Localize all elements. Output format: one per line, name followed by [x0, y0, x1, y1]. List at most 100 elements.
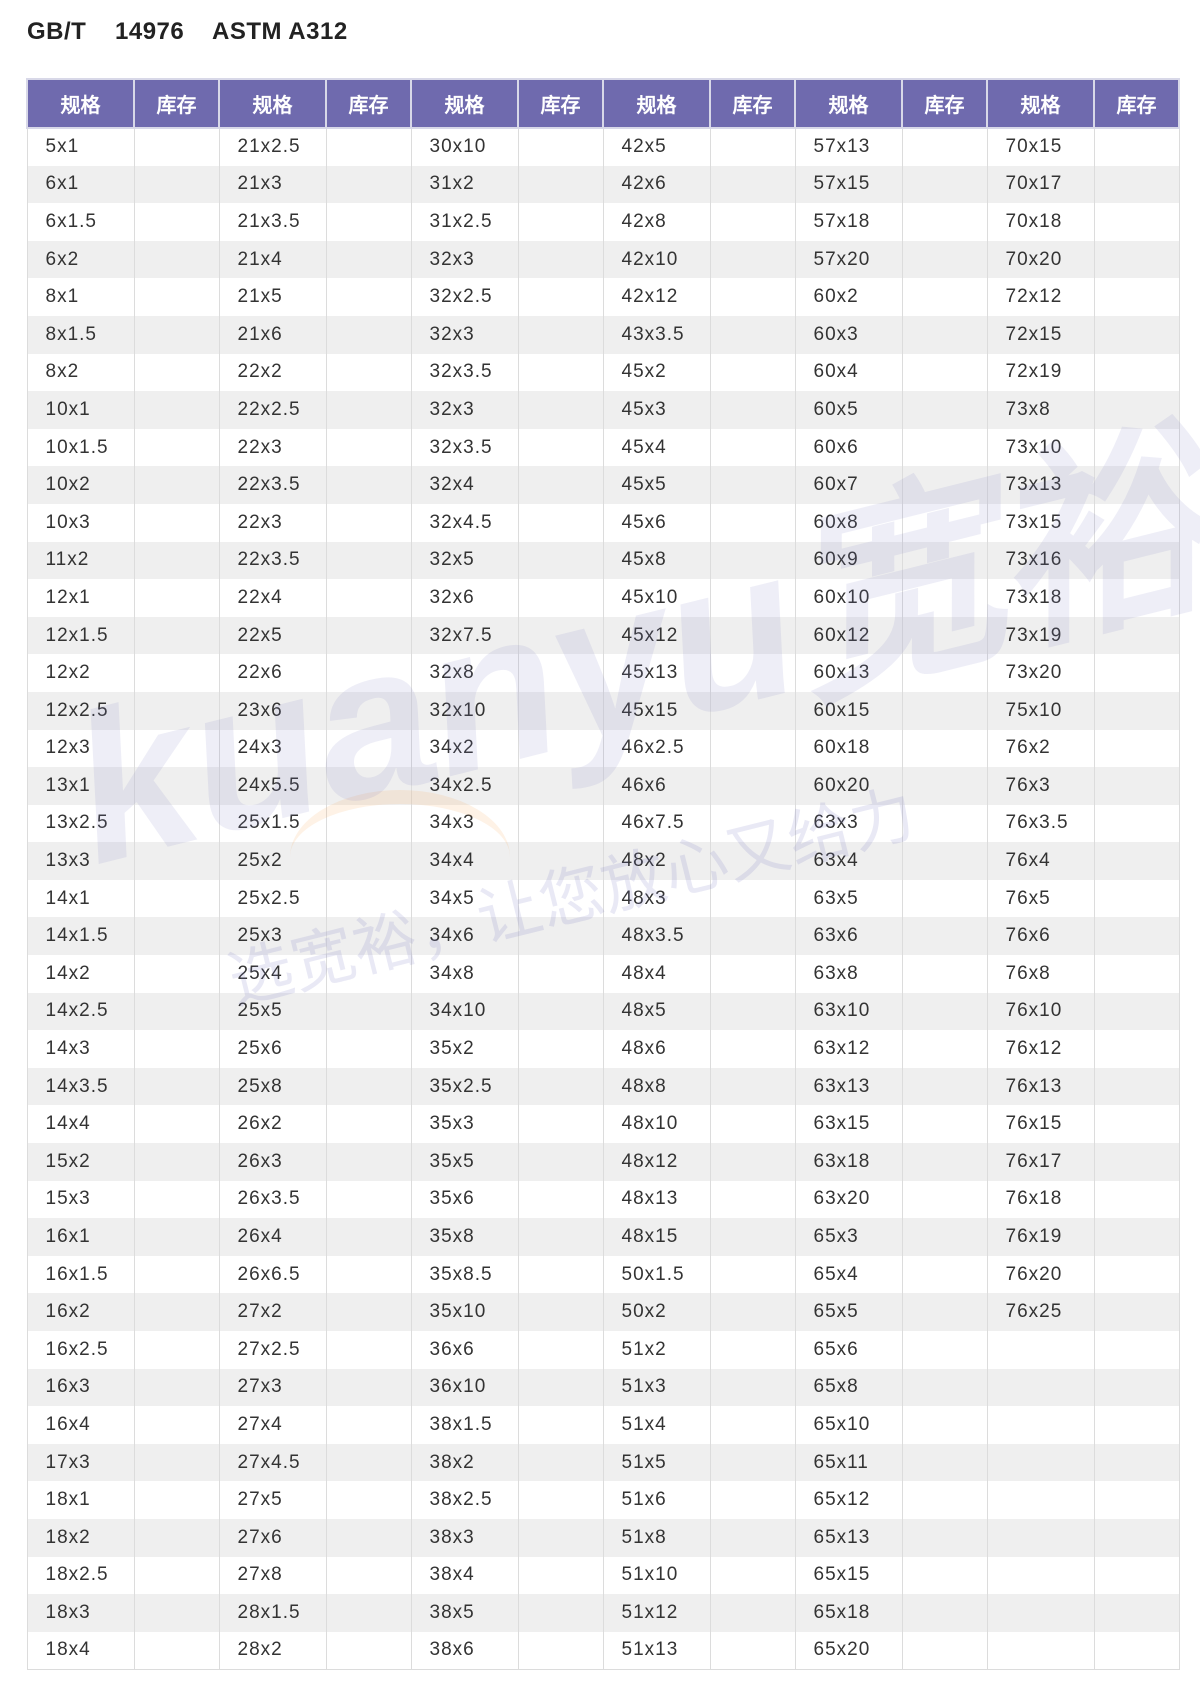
stock-cell [133, 1293, 220, 1331]
spec-cell: 76x12 [986, 1030, 1095, 1068]
stock-cell [1093, 541, 1180, 580]
stock-cell [901, 428, 988, 467]
spec-cell: 76x13 [986, 1067, 1095, 1106]
stock-cell [325, 1067, 412, 1106]
stock-cell [517, 1105, 604, 1144]
stock-cell [901, 1030, 988, 1068]
spec-cell: 25x2 [218, 842, 327, 880]
spec-cell: 73x13 [986, 466, 1095, 504]
spec-cell: 32x3 [410, 391, 519, 429]
table-row: 18x4 28x2 38x6 51x13 65x20 [26, 1631, 1180, 1670]
spec-cell: 24x3 [218, 729, 327, 768]
stock-cell [709, 278, 796, 316]
spec-cell: 27x6 [218, 1518, 327, 1557]
stock-cell [901, 278, 988, 316]
spec-cell: 51x8 [602, 1518, 711, 1557]
stock-cell [517, 1331, 604, 1369]
spec-cell: 57x20 [794, 240, 903, 279]
spec-cell: 60x4 [794, 353, 903, 392]
stock-cell [709, 955, 796, 993]
spec-cell: 63x8 [794, 955, 903, 993]
spec-cell: 60x10 [794, 579, 903, 617]
spec-cell: 76x2 [986, 729, 1095, 768]
stock-cell [133, 278, 220, 316]
stock-cell [325, 1443, 412, 1482]
stock-cell [133, 240, 220, 279]
spec-cell: 65x11 [794, 1443, 903, 1482]
spec-cell: 35x5 [410, 1143, 519, 1181]
stock-cell [1093, 128, 1180, 166]
stock-cell [133, 1518, 220, 1557]
table-row: 18x2.5 27x8 38x4 51x10 65x15 [26, 1556, 1180, 1595]
stock-cell [517, 729, 604, 768]
spec-cell: 73x16 [986, 541, 1095, 580]
spec-cell: 21x5 [218, 278, 327, 316]
stock-cell [901, 691, 988, 730]
stock-cell [133, 1594, 220, 1632]
spec-cell: 60x9 [794, 541, 903, 580]
spec-cell: 38x2 [410, 1443, 519, 1482]
spec-cell: 35x3 [410, 1105, 519, 1144]
spec-cell: 35x8.5 [410, 1255, 519, 1294]
spec-cell: 65x15 [794, 1556, 903, 1595]
spec-cell: 25x2.5 [218, 879, 327, 918]
spec-cell: 6x1.5 [26, 203, 135, 241]
spec-cell [986, 1406, 1095, 1444]
stock-cell [133, 353, 220, 392]
stock-cell [1093, 353, 1180, 392]
spec-cell: 51x5 [602, 1443, 711, 1482]
spec-cell: 38x4 [410, 1556, 519, 1595]
spec-cell: 18x2.5 [26, 1556, 135, 1595]
stock-cell [709, 1556, 796, 1595]
stock-cell [517, 616, 604, 655]
stock-cell [133, 1255, 220, 1294]
spec-cell: 32x10 [410, 691, 519, 730]
spec-cell: 42x10 [602, 240, 711, 279]
stock-cell [133, 691, 220, 730]
spec-cell: 65x20 [794, 1631, 903, 1670]
spec-cell: 65x4 [794, 1255, 903, 1294]
stock-cell [133, 1481, 220, 1519]
spec-cell: 57x13 [794, 128, 903, 166]
spec-cell: 70x20 [986, 240, 1095, 279]
spec-cell: 28x2 [218, 1631, 327, 1670]
spec-cell: 13x1 [26, 767, 135, 805]
spec-cell: 73x18 [986, 579, 1095, 617]
stock-cell [133, 315, 220, 354]
header-spec: 规格 [794, 78, 903, 129]
stock-cell [1093, 767, 1180, 805]
table-row: 18x2 27x6 38x3 51x8 65x13 [26, 1518, 1180, 1557]
stock-cell [901, 917, 988, 956]
stock-cell [517, 1594, 604, 1632]
stock-cell [901, 353, 988, 392]
stock-cell [1093, 1331, 1180, 1369]
stock-cell [133, 428, 220, 467]
stock-cell [325, 1406, 412, 1444]
spec-cell: 76x5 [986, 879, 1095, 918]
spec-cell: 60x8 [794, 503, 903, 542]
stock-cell [1093, 654, 1180, 692]
stock-cell [133, 767, 220, 805]
stock-cell [901, 992, 988, 1031]
stock-cell [133, 842, 220, 880]
stock-cell [901, 1255, 988, 1294]
spec-cell: 76x8 [986, 955, 1095, 993]
spec-cell: 45x6 [602, 503, 711, 542]
spec-cell: 63x10 [794, 992, 903, 1031]
spec-cell: 51x13 [602, 1631, 711, 1670]
stock-cell [1093, 1594, 1180, 1632]
spec-cell: 48x6 [602, 1030, 711, 1068]
stock-cell [1093, 315, 1180, 354]
stock-cell [325, 691, 412, 730]
stock-cell [133, 1143, 220, 1181]
stock-cell [709, 842, 796, 880]
table-row: 17x3 27x4.5 38x2 51x5 65x11 [26, 1443, 1180, 1482]
stock-cell [517, 315, 604, 354]
stock-cell [709, 1443, 796, 1482]
stock-cell [709, 654, 796, 692]
stock-cell [709, 1518, 796, 1557]
table-row: 15x3 26x3.5 35x6 48x13 63x20 76x18 [26, 1180, 1180, 1219]
spec-cell: 65x13 [794, 1518, 903, 1557]
stock-cell [133, 165, 220, 204]
spec-cell: 16x2.5 [26, 1331, 135, 1369]
